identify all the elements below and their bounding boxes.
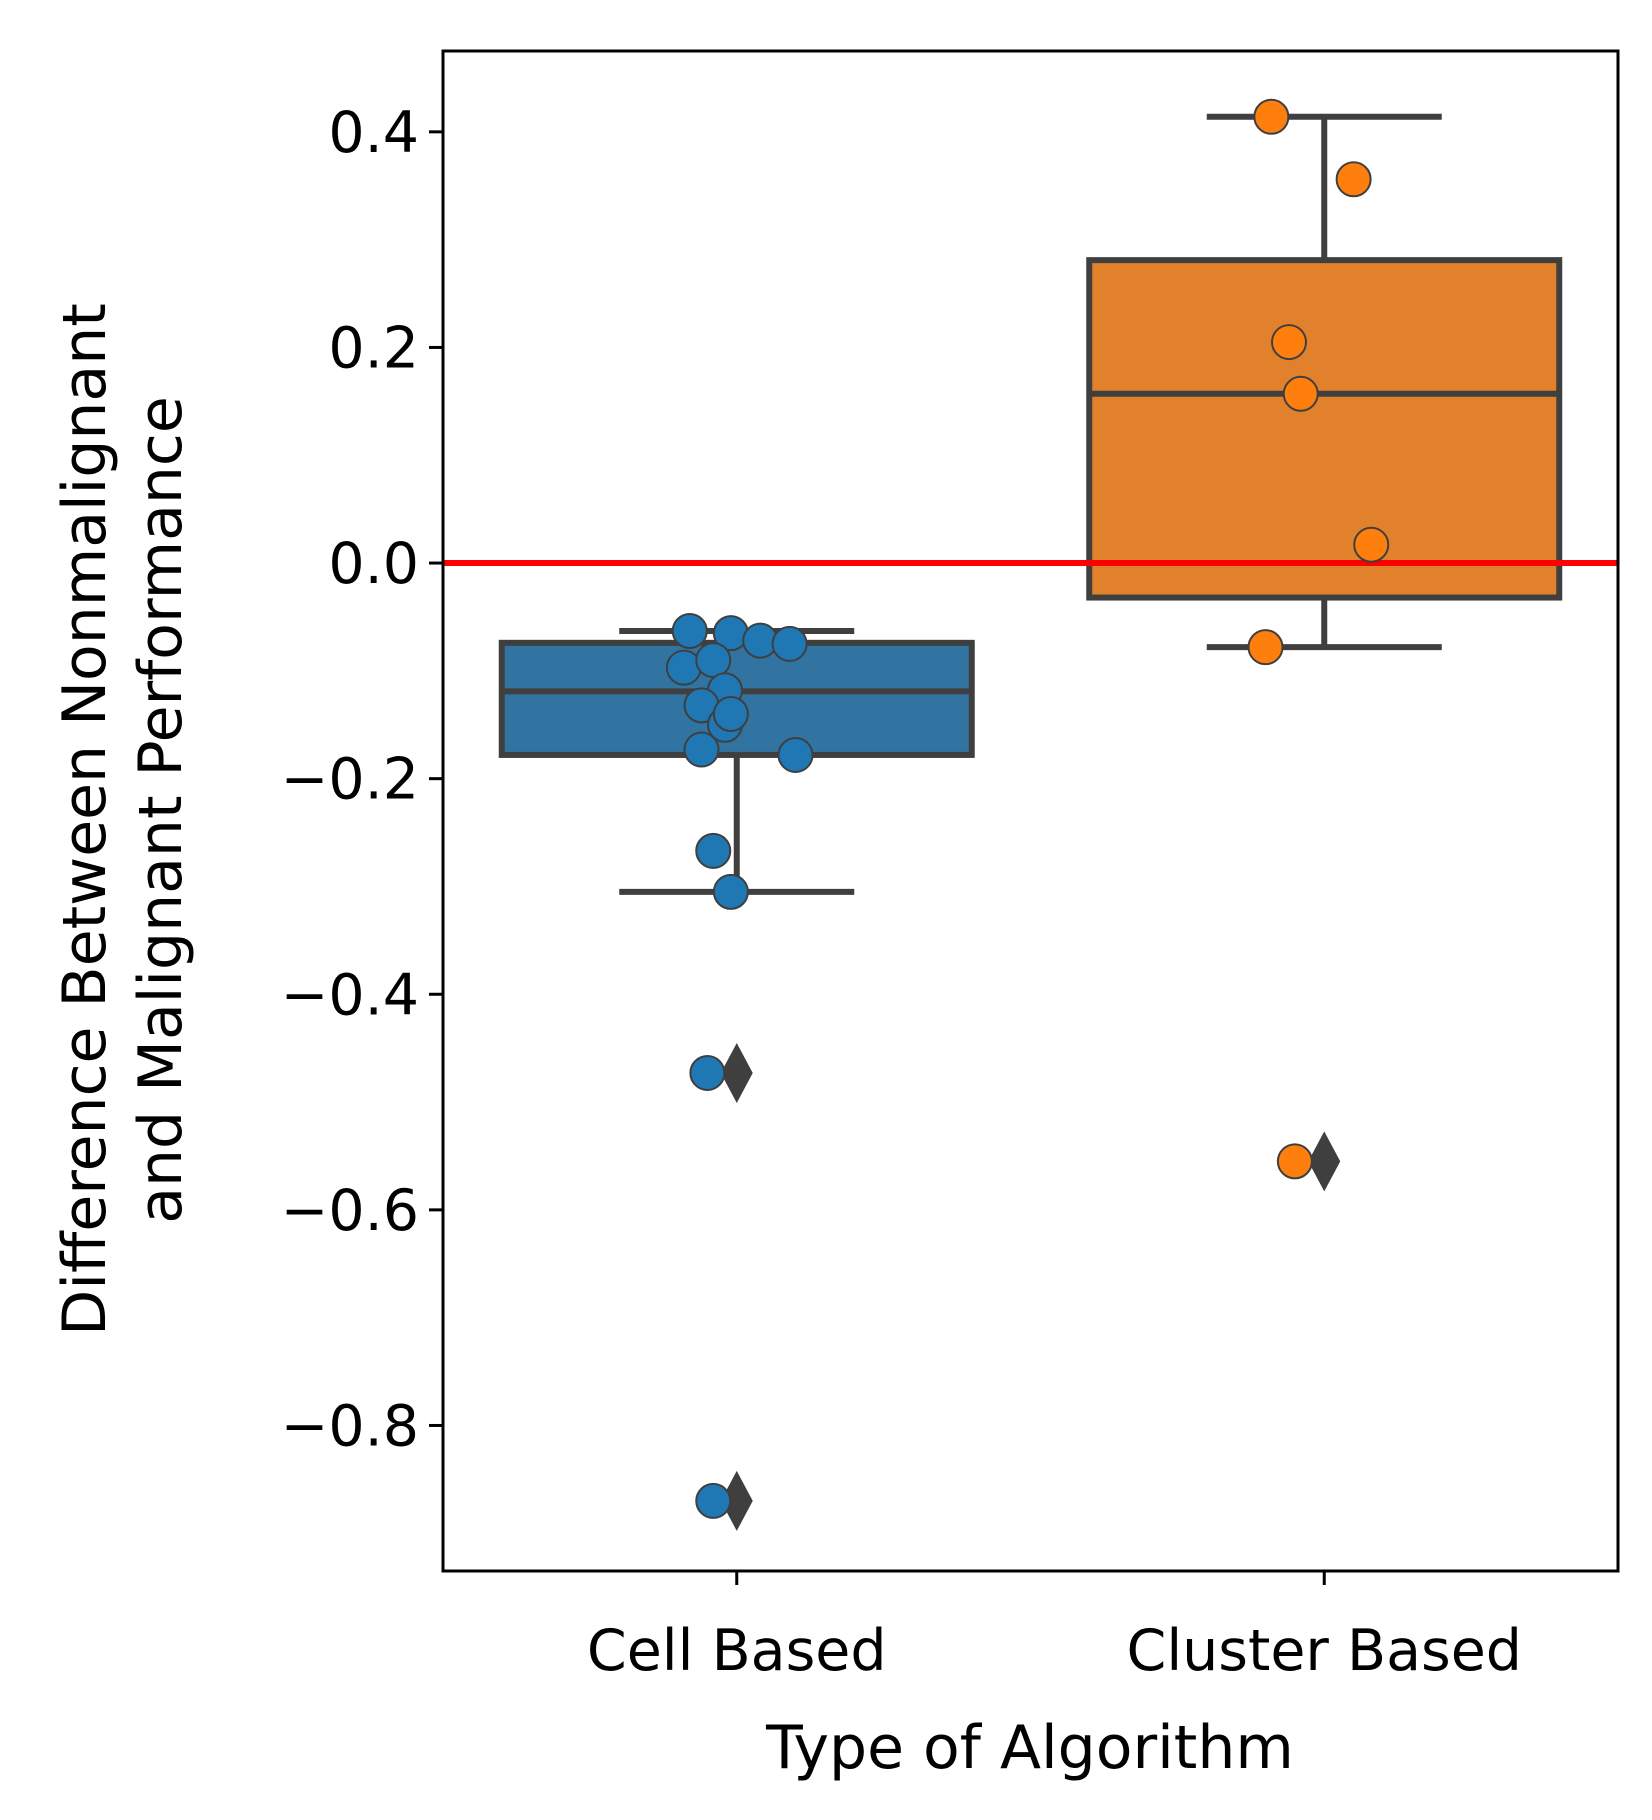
plot-area	[443, 98, 1618, 1531]
data-point	[771, 625, 808, 662]
y-axis-label: Difference Between Nonmalignant and Mali…	[50, 284, 196, 1336]
y-axis-label-line-2: and Malignant Performance	[126, 396, 196, 1224]
x-axis-label: Type of Algorithm	[765, 1713, 1294, 1783]
x-axis: Cell Based Cluster Based	[587, 1571, 1522, 1684]
y-tick-label: 0.4	[328, 100, 419, 166]
data-point	[689, 1054, 726, 1091]
x-tick-label: Cell Based	[587, 1618, 887, 1684]
axes-frame	[441, 49, 1620, 1573]
y-tick-label: 0.2	[328, 315, 419, 381]
data-point	[712, 695, 749, 732]
data-point	[683, 731, 720, 768]
box-iqr	[1086, 257, 1563, 601]
data-point	[1247, 629, 1284, 666]
box-group	[1086, 113, 1563, 1192]
outlier-marker	[1308, 1131, 1341, 1192]
data-point	[671, 612, 708, 649]
data-point	[712, 873, 749, 910]
y-tick-label: −0.6	[281, 1178, 419, 1244]
outlier-marker	[720, 1470, 753, 1531]
data-point	[1335, 161, 1372, 198]
x-tick-label: Cluster Based	[1127, 1618, 1522, 1684]
y-axis-label-line-1: Difference Between Nonmalignant	[50, 303, 120, 1336]
data-point	[695, 642, 732, 679]
data-point	[777, 736, 814, 773]
y-tick-label: −0.4	[281, 962, 419, 1028]
y-axis: 0.4 0.2 0.0 −0.2 −0.4 −0.6 −0.8	[281, 100, 443, 1459]
y-tick-label: −0.2	[281, 747, 419, 813]
y-tick-label: 0.0	[328, 531, 419, 597]
data-point	[695, 832, 732, 869]
data-point	[1271, 324, 1307, 361]
data-point	[1253, 98, 1290, 135]
y-tick-label: −0.8	[281, 1393, 419, 1459]
data-point	[665, 649, 702, 686]
data-point	[1276, 1143, 1313, 1180]
data-point	[1353, 526, 1390, 563]
data-point	[1282, 375, 1319, 412]
outlier-marker	[720, 1042, 753, 1103]
data-point	[695, 1482, 732, 1519]
